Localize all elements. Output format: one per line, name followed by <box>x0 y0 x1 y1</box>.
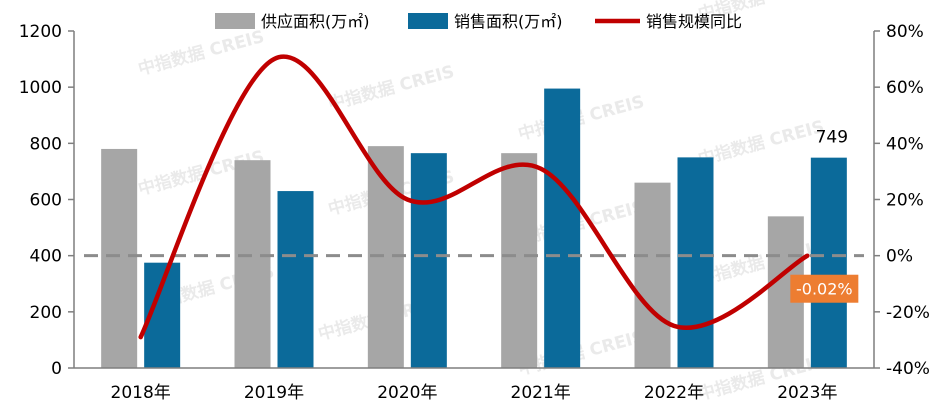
x-tick-label: 2022年 <box>644 383 704 403</box>
watermark-text: 中指数据 CREIS <box>326 61 457 115</box>
right-tick-label: -40% <box>886 359 930 379</box>
right-tick-label: 60% <box>886 78 924 98</box>
x-tick-label: 2018年 <box>111 383 171 403</box>
axes-layer: 0 200 400 600 800 1000 1200 -40% -20% 0% 20% 40% 60%… <box>19 22 930 403</box>
bar-supply-3 <box>501 153 538 368</box>
left-tick-label: 1000 <box>19 78 62 98</box>
x-tick-label: 2020年 <box>377 383 437 403</box>
x-tick-label: 2023年 <box>777 383 837 403</box>
legend: 供应面积(万㎡) 销售面积(万㎡) 销售规模同比 <box>215 12 742 31</box>
bar-sales-2 <box>410 153 447 368</box>
bars-layer <box>101 88 847 368</box>
left-tick-label: 800 <box>30 134 62 154</box>
legend-label-0: 供应面积(万㎡) <box>261 12 370 31</box>
legend-swatch-1 <box>408 13 448 29</box>
watermark-text: 中指数据 CREIS <box>136 26 267 80</box>
data-label-bg-yoy-2023 <box>790 274 859 303</box>
legend-swatch-0 <box>215 13 255 29</box>
left-tick-label: 400 <box>30 247 62 267</box>
bar-supply-0 <box>101 148 138 368</box>
bar-sales-5 <box>810 157 847 368</box>
data-labels-layer: 749 -0.02% <box>790 128 859 303</box>
left-tick-label: 1200 <box>19 22 62 42</box>
data-label-yoy-2023: -0.02% <box>796 280 853 299</box>
bar-sales-4 <box>677 157 714 368</box>
right-tick-label: 40% <box>886 134 924 154</box>
right-tick-label: 80% <box>886 22 924 42</box>
yoy-growth-line <box>138 54 810 340</box>
bar-sales-3 <box>544 88 581 368</box>
x-tick-label: 2019年 <box>244 383 304 403</box>
line-layer <box>138 54 810 340</box>
x-tick-label: 2021年 <box>511 383 571 403</box>
bar-supply-1 <box>234 160 271 368</box>
left-tick-label: 200 <box>30 303 62 323</box>
watermark-text: 中指数据 CREIS <box>696 116 827 170</box>
legend-label-1: 销售面积(万㎡) <box>454 12 563 31</box>
right-tick-label: -20% <box>886 303 930 323</box>
legend-label-2: 销售规模同比 <box>646 12 742 31</box>
right-tick-label: 0% <box>886 247 913 267</box>
bar-sales-1 <box>277 191 314 368</box>
left-tick-label: 600 <box>30 191 62 211</box>
left-tick-label: 0 <box>51 359 62 379</box>
right-tick-label: 20% <box>886 191 924 211</box>
bar-supply-4 <box>634 182 671 368</box>
watermark-text: 中指数据 CREIS <box>516 91 647 145</box>
data-label-sales-2023: 749 <box>816 128 848 148</box>
